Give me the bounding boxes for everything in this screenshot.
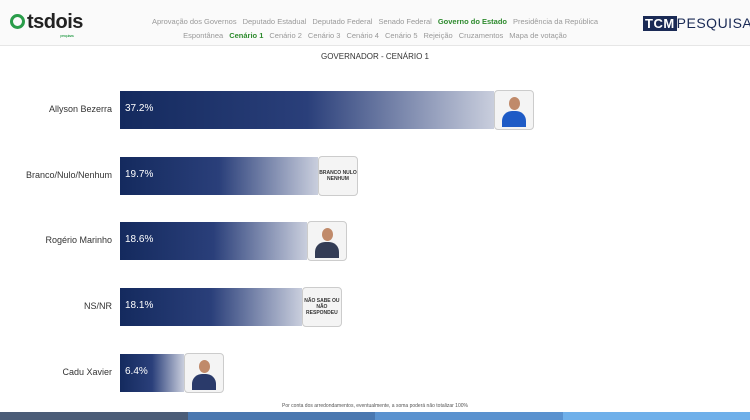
tcm-pesquisa-logo: TCM PESQUISA (643, 15, 750, 31)
nav-item-senado-federal[interactable]: Senado Federal (378, 17, 432, 26)
tsdois-logo[interactable]: tsdois pesquisas (10, 11, 83, 38)
nav-item-aprova-o-dos-governos[interactable]: Aprovação dos Governos (151, 17, 237, 26)
nav-item-cen-rio-1[interactable]: Cenário 1 (229, 31, 264, 40)
candidate-avatar-icon (501, 93, 527, 127)
value-label: 18.1% (125, 300, 154, 311)
candidate-photo (184, 353, 225, 393)
category-label: Allyson Bezerra (48, 104, 112, 114)
footer-segment (0, 412, 188, 420)
logo-icon (10, 14, 25, 29)
brand-text: PESQUISA (676, 15, 750, 31)
category-label: Branco/Nulo/Nenhum (25, 170, 112, 180)
chart-row: Branco/Nulo/Nenhum 19.7% BRANCO NULO NENHU… (0, 156, 750, 196)
nav-item-deputado-federal[interactable]: Deputado Federal (312, 17, 373, 26)
nav-item-rejei-o[interactable]: Rejeição (423, 31, 453, 40)
badge-image: NÃO SABE OU NÃO RESPONDEU (301, 287, 342, 327)
bar: 37.2% (120, 91, 494, 129)
chart-row: Cadu Xavier 6.4% (0, 353, 750, 393)
candidate-avatar-icon (191, 356, 217, 390)
logo-text: tsdois (27, 11, 83, 33)
footer-segment (187, 412, 375, 420)
nav-item-governo-do-estado[interactable]: Governo do Estado (437, 17, 507, 26)
bar: 18.1% (120, 288, 302, 326)
nav-item-mapa-de-vota-o[interactable]: Mapa de votação (509, 31, 567, 40)
nav-item-cen-rio-2[interactable]: Cenário 2 (269, 31, 302, 40)
nav-item-deputado-estadual[interactable]: Deputado Estadual (242, 17, 307, 26)
badge-text: BRANCO NULO NENHUM (319, 170, 357, 182)
chart-row: Allyson Bezerra 37.2% (0, 90, 750, 130)
bar: 6.4% (120, 354, 185, 392)
chart-title: GOVERNADOR - CENÁRIO 1 (320, 52, 429, 61)
nav-item-espont-nea[interactable]: Espontânea (183, 31, 224, 40)
badge-text: NÃO SABE OU NÃO RESPONDEU (304, 298, 340, 316)
nav-item-cen-rio-4[interactable]: Cenário 4 (346, 31, 379, 40)
value-label: 19.7% (125, 169, 154, 180)
nav-item-cruzamentos[interactable]: Cruzamentos (458, 31, 504, 40)
footer-segment (562, 412, 750, 420)
value-label: 37.2% (125, 103, 154, 114)
category-label: NS/NR (83, 301, 112, 311)
chart-row: Rogério Marinho 18.6% (0, 221, 750, 261)
brand-box: TCM (643, 16, 677, 31)
chart-row: NS/NR 18.1% NÃO SABE OU NÃO RESPONDEU (0, 287, 750, 327)
header: tsdois pesquisas Aprovação dos Governos De… (0, 0, 750, 46)
nav: Aprovação dos Governos Deputado Estadual D… (130, 15, 620, 43)
footer-segment (375, 412, 563, 420)
value-label: 6.4% (125, 366, 148, 377)
badge-image: BRANCO NULO NENHUM (317, 156, 358, 196)
bar: 18.6% (120, 222, 307, 260)
nav-item-cen-rio-5[interactable]: Cenário 5 (384, 31, 418, 40)
footer-bar (0, 412, 750, 420)
candidate-avatar-icon (314, 224, 340, 258)
nav-item-presid-ncia-da-rep-blica[interactable]: Presidência da República (513, 17, 599, 26)
candidate-photo (306, 221, 347, 261)
bar: 19.7% (120, 157, 318, 195)
category-label: Rogério Marinho (45, 235, 112, 245)
logo-subtext: pesquisas (60, 33, 74, 38)
footnote: Por conta dos arredondamentos, eventualm… (282, 403, 468, 409)
value-label: 18.6% (125, 234, 154, 245)
category-label: Cadu Xavier (62, 367, 112, 377)
candidate-photo (493, 90, 534, 130)
nav-item-cen-rio-3[interactable]: Cenário 3 (307, 31, 341, 40)
